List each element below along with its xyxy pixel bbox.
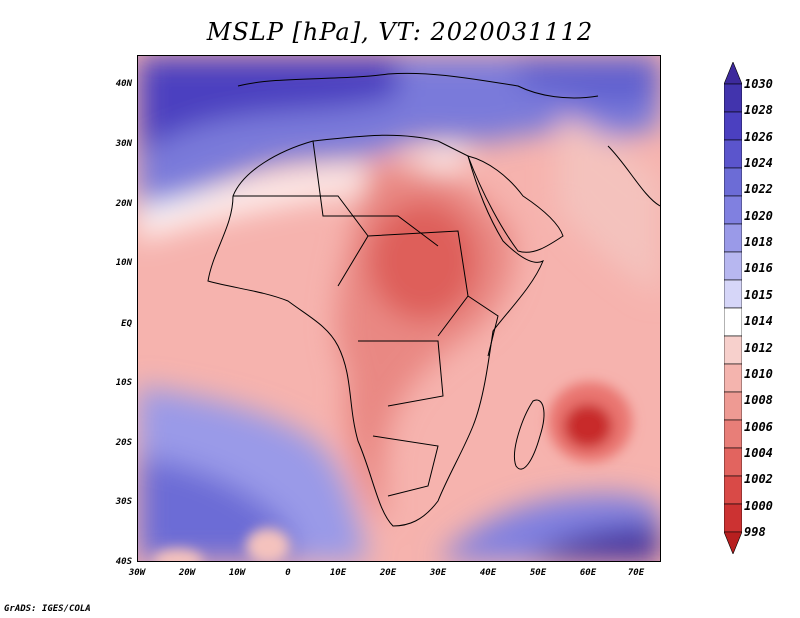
credit-text: GrADS: IGES/COLA (4, 604, 91, 614)
lon-label-30e: 30E (429, 568, 447, 578)
lon-label-10e: 10E (329, 568, 347, 578)
colorbar-label: 1012 (744, 340, 773, 355)
arabia-outline (467, 155, 564, 253)
border-congo (358, 340, 444, 407)
sudan-heat-low (368, 201, 478, 321)
north-high-east (518, 56, 660, 105)
europe-coast (237, 72, 599, 99)
lat-label-40n: 40N (115, 79, 132, 89)
colorbar-swatch (724, 139, 742, 169)
coastlines (207, 72, 660, 527)
arabia-field (558, 116, 660, 296)
colorbar-label: 1015 (744, 287, 773, 302)
lat-label-eq: EQ (121, 319, 132, 329)
border-central (367, 230, 469, 337)
colorbar-swatch (724, 419, 742, 449)
lat-label-20s: 20S (115, 438, 132, 448)
border-east (467, 295, 499, 357)
lon-label-30w: 30W (128, 568, 146, 578)
lon-label-20e: 20E (379, 568, 397, 578)
colorbar (724, 62, 742, 554)
colorbar-label: 1014 (744, 314, 773, 329)
colorbar-swatch (724, 223, 742, 253)
colorbar-label: 1024 (744, 156, 773, 171)
colorbar-label: 1000 (744, 498, 773, 513)
lon-label-40e: 40E (479, 568, 497, 578)
colorbar-swatch (724, 307, 742, 337)
colorbar-label: 1008 (744, 393, 773, 408)
south-indian-core (528, 526, 660, 561)
lat-label-40s: 40S (115, 557, 132, 567)
lon-label-10w: 10W (228, 568, 246, 578)
lat-label-10s: 10S (115, 378, 132, 388)
north-high-core (138, 56, 398, 156)
colorbar-label: 1028 (744, 103, 773, 118)
colorbar-swatch (724, 167, 742, 197)
colorbar-label: 1030 (744, 77, 773, 91)
colorbar-swatch (724, 503, 742, 533)
lon-label-50e: 50E (529, 568, 547, 578)
lat-label-30s: 30S (115, 497, 132, 507)
africa-outline (207, 134, 544, 527)
tropical-low-core (564, 404, 612, 448)
colorbar-label: 1004 (744, 445, 773, 460)
madagascar-outline (514, 399, 545, 470)
lon-label-70e: 70E (627, 568, 645, 578)
colorbar-label: 1022 (744, 182, 773, 197)
lon-label-0: 0 (285, 568, 291, 578)
colorbar-swatch (724, 83, 742, 113)
colorbar-label: 1010 (744, 366, 773, 381)
lon-label-60e: 60E (579, 568, 597, 578)
colorbar-label: 998 (744, 525, 766, 539)
lat-label-30n: 30N (115, 139, 132, 149)
south-patch-west (153, 549, 203, 561)
colorbar-label: 1006 (744, 419, 773, 434)
colorbar-swatch (724, 279, 742, 309)
colorbar-label: 1002 (744, 472, 773, 487)
colorbar-label: 1016 (744, 261, 773, 276)
lat-label-10n: 10N (115, 258, 132, 268)
border-north (312, 140, 439, 247)
colorbar-label: 1020 (744, 208, 773, 223)
lon-label-20w: 20W (178, 568, 196, 578)
colorbar-label: 1026 (744, 129, 773, 144)
colorbar-swatch (724, 363, 742, 393)
colorbar-swatch (724, 475, 742, 505)
colorbar-top-triangle (724, 62, 742, 85)
south-patch (246, 528, 290, 561)
colorbar-swatch (724, 335, 742, 365)
india-coast (607, 145, 660, 207)
colorbar-swatch (724, 447, 742, 477)
colorbar-swatch (724, 195, 742, 225)
colorbar-swatch (724, 111, 742, 141)
map-panel (137, 55, 661, 562)
pressure-field (138, 56, 660, 561)
lat-label-20n: 20N (115, 199, 132, 209)
colorbar-label: 1018 (744, 235, 773, 250)
colorbar-bottom-triangle (724, 531, 742, 554)
colorbar-swatch (724, 391, 742, 421)
border-south (372, 435, 439, 497)
plot-title: MSLP [hPa], VT: 2020031112 (206, 18, 594, 46)
colorbar-swatch (724, 251, 742, 281)
